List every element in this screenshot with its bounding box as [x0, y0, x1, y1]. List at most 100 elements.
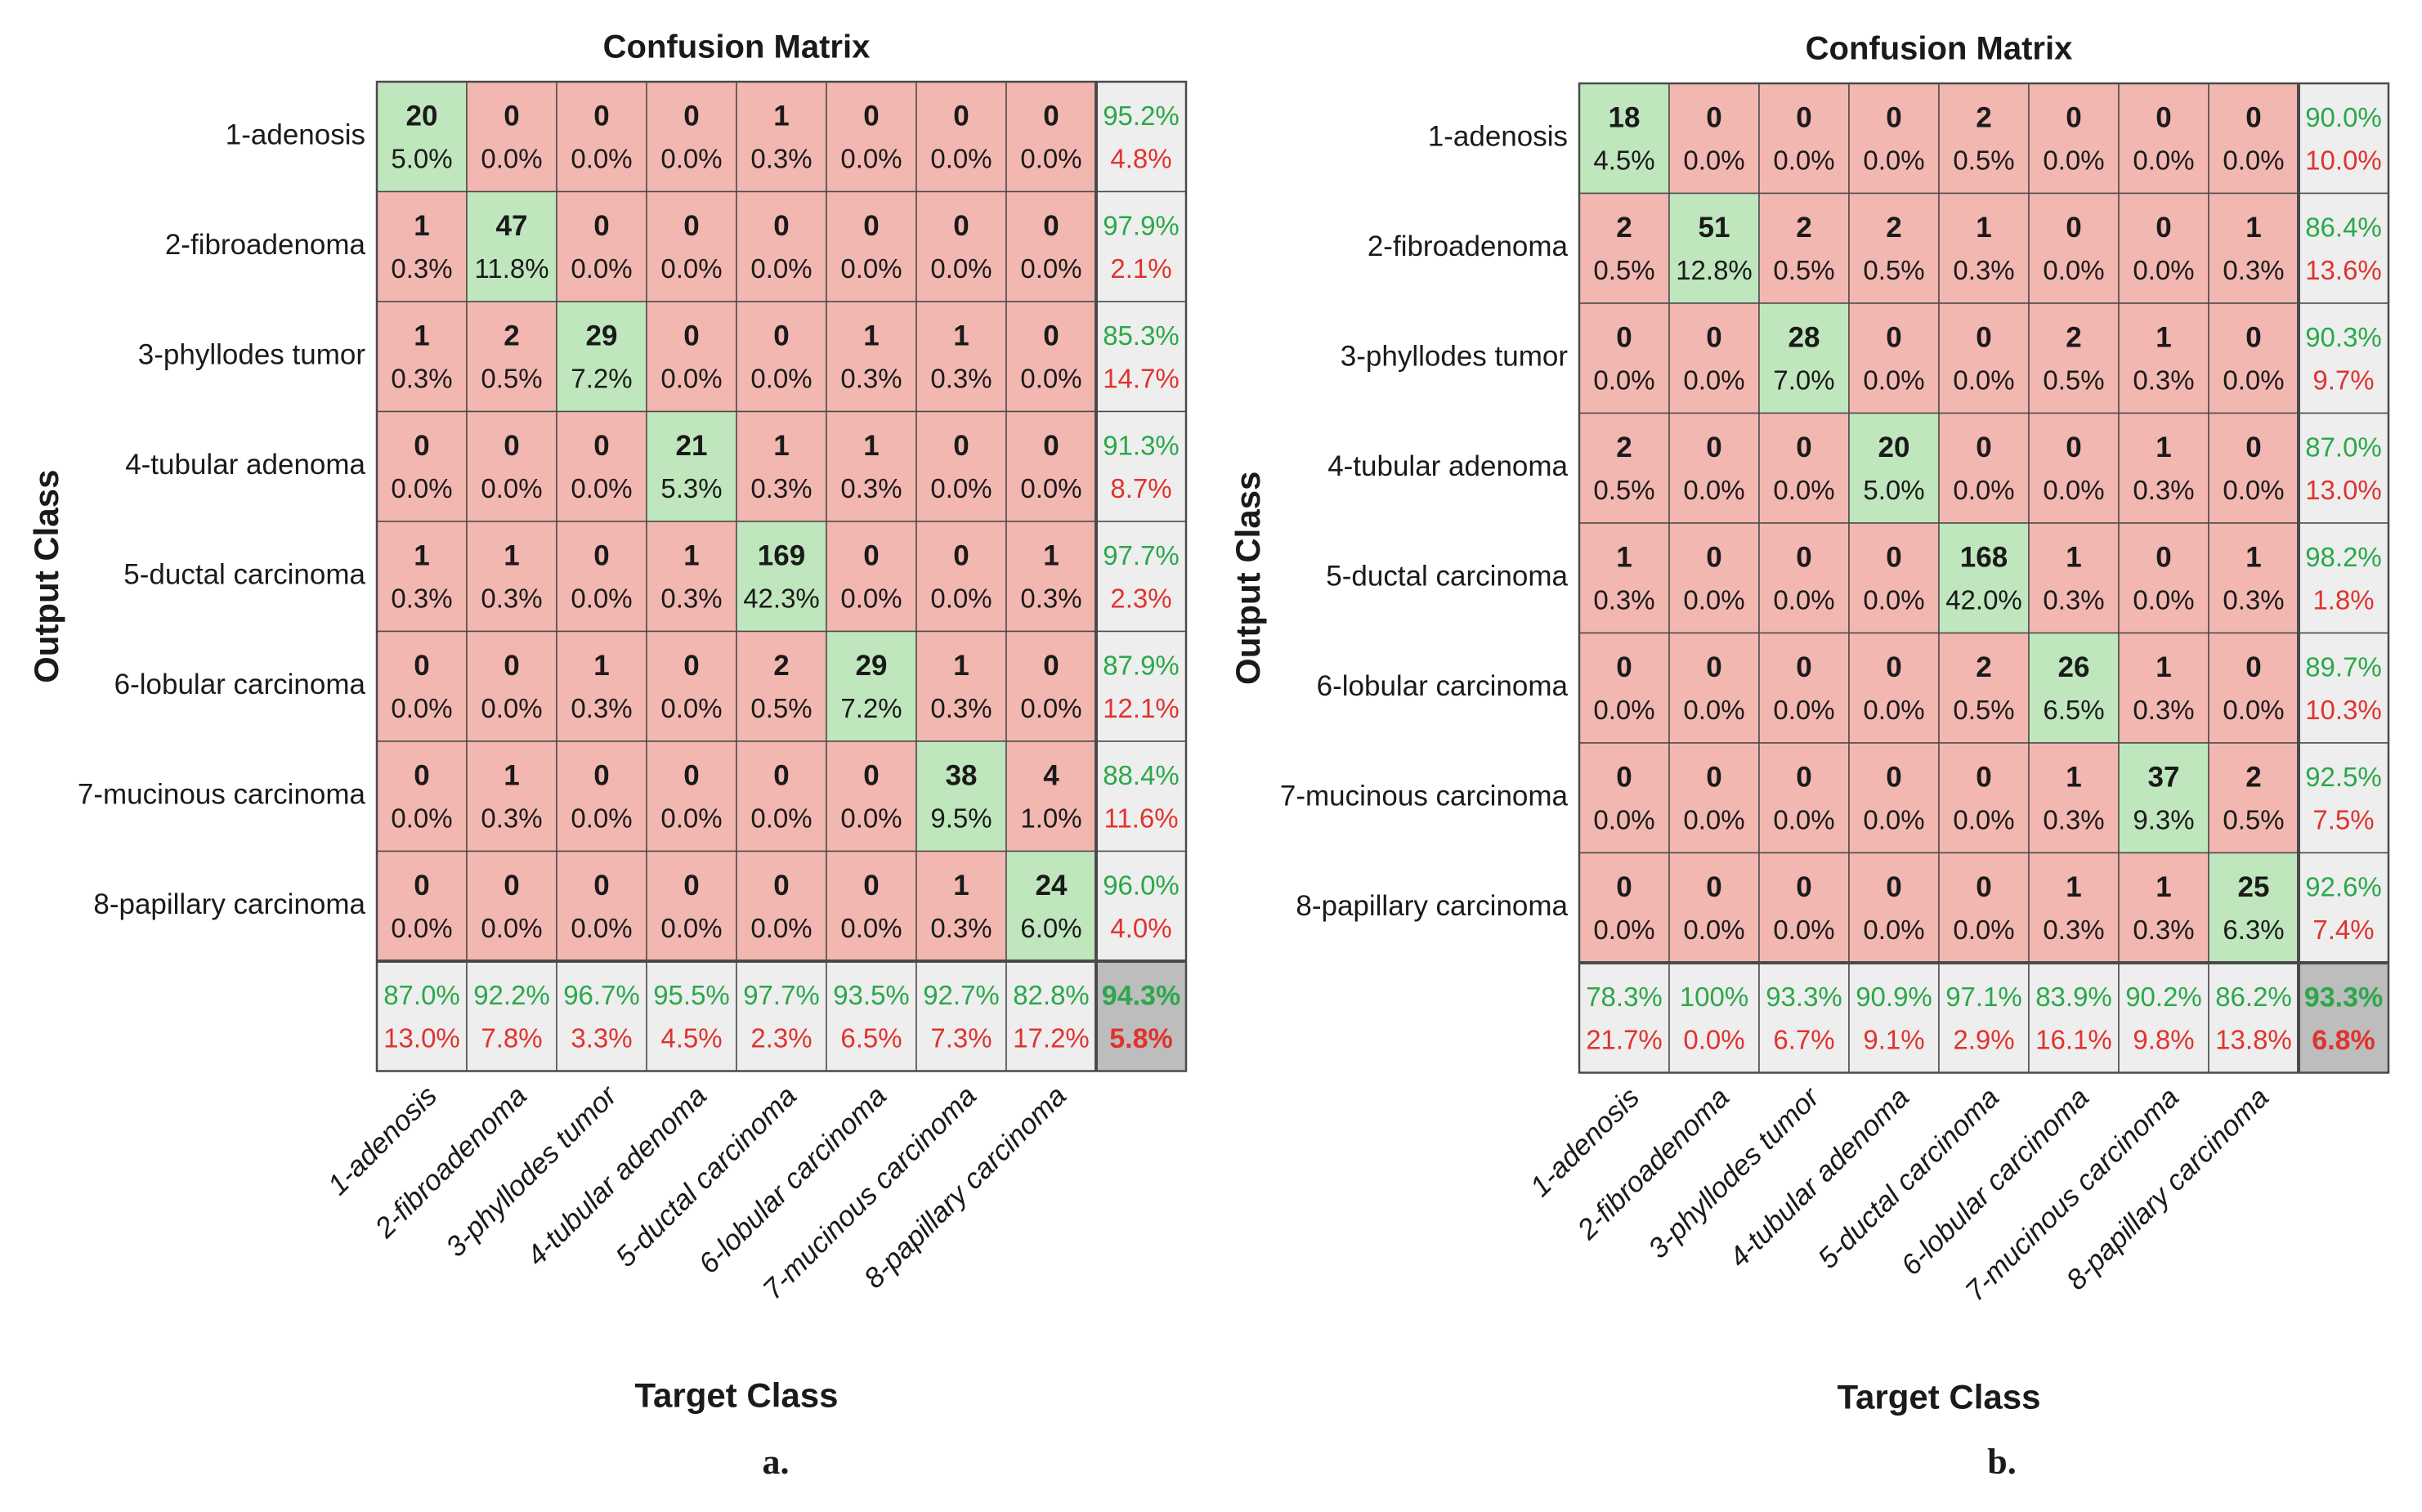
cell-count: 1 — [414, 210, 429, 242]
cell-percent: 0.0% — [840, 913, 902, 943]
column-error: 17.2% — [1013, 1023, 1090, 1053]
cell-count: 0 — [1886, 651, 1901, 683]
matrix-cell — [2118, 412, 2209, 524]
cell-count: 0 — [2066, 102, 2081, 134]
matrix-cell — [2118, 742, 2209, 854]
row-precision: 90.0% — [2305, 102, 2382, 132]
column-summary-cell — [1005, 960, 1097, 1072]
column-error: 2.9% — [1953, 1025, 2014, 1055]
cell-count: 4 — [1043, 760, 1059, 792]
row-summary-cell — [1095, 521, 1187, 633]
row-error: 4.8% — [1110, 144, 1171, 174]
cell-percent: 0.0% — [1593, 695, 1654, 725]
column-recall: 86.2% — [2215, 982, 2292, 1012]
matrix-cell — [916, 410, 1007, 522]
matrix-cell — [1938, 302, 2030, 414]
cell-percent: 0.0% — [1863, 915, 1924, 945]
cell-count: 1 — [863, 320, 879, 352]
column-summary-cell — [916, 960, 1007, 1072]
cell-percent: 0.0% — [1773, 915, 1834, 945]
cell-percent: 0.0% — [930, 473, 992, 503]
matrix-cell — [736, 740, 827, 852]
column-recall: 87.0% — [383, 980, 460, 1010]
cell-percent: 0.3% — [750, 144, 812, 174]
matrix-cell — [1578, 522, 1670, 634]
cell-count: 0 — [953, 430, 969, 462]
column-recall: 92.7% — [923, 980, 1000, 1010]
matrix-cell — [376, 81, 468, 193]
cell-percent: 0.0% — [1863, 695, 1924, 725]
matrix-cell — [2118, 632, 2209, 744]
cell-percent: 0.0% — [840, 803, 902, 834]
cell-count: 0 — [1796, 651, 1811, 683]
cell-count: 0 — [863, 870, 879, 901]
cell-count: 0 — [683, 101, 699, 132]
row-summary-cell — [2298, 83, 2389, 195]
cell-count: 0 — [593, 430, 609, 462]
matrix-cell — [826, 190, 917, 302]
cell-percent: 0.3% — [840, 364, 902, 394]
cell-percent: 0.0% — [750, 364, 812, 394]
cell-count: 1 — [2066, 871, 2081, 903]
cell-percent: 0.0% — [1773, 695, 1834, 725]
cell-count: 0 — [1886, 322, 1901, 354]
matrix-cell — [1848, 742, 1940, 854]
cell-count: 0 — [773, 210, 789, 242]
cell-count: 1 — [953, 650, 969, 682]
column-summary-cell — [376, 960, 468, 1072]
cell-percent: 0.5% — [1953, 145, 2014, 176]
cell-count: 0 — [1043, 650, 1059, 682]
matrix-cell — [2118, 302, 2209, 414]
row-precision: 92.6% — [2305, 872, 2382, 902]
cell-count: 0 — [1616, 651, 1632, 683]
matrix-cell — [466, 630, 557, 742]
matrix-cell — [376, 521, 468, 633]
cell-count: 25 — [2238, 871, 2270, 903]
row-error: 10.0% — [2305, 145, 2382, 176]
cell-percent: 0.0% — [1863, 145, 1924, 176]
cell-percent: 0.0% — [1593, 805, 1654, 835]
column-recall: 97.7% — [743, 980, 820, 1010]
cell-count: 51 — [1699, 212, 1730, 244]
cell-count: 0 — [953, 210, 969, 242]
column-recall: 96.7% — [563, 980, 640, 1010]
cell-percent: 0.0% — [930, 144, 992, 174]
matrix-cell — [556, 301, 647, 413]
cell-percent: 0.0% — [1773, 145, 1834, 176]
matrix-cell — [916, 521, 1007, 633]
matrix-cell — [826, 410, 917, 522]
cell-percent: 0.0% — [750, 253, 812, 284]
matrix-cell — [646, 521, 737, 633]
cell-count: 0 — [1796, 432, 1811, 463]
cell-count: 0 — [2156, 102, 2171, 134]
cell-count: 0 — [2245, 322, 2261, 354]
cell-percent: 0.5% — [481, 364, 542, 394]
cell-count: 0 — [414, 760, 429, 792]
overall-accuracy: 93.3% — [2304, 982, 2383, 1013]
matrix-cell — [1938, 192, 2030, 304]
cell-count: 1 — [1976, 212, 1991, 244]
matrix-cell — [916, 850, 1007, 962]
matrix-cell — [2028, 632, 2120, 744]
cell-percent: 0.3% — [1020, 584, 1081, 614]
cell-percent: 0.0% — [2133, 585, 2194, 615]
cell-percent: 0.0% — [1593, 915, 1654, 945]
cell-count: 0 — [683, 650, 699, 682]
matrix-cell — [466, 81, 557, 193]
cell-percent: 7.0% — [1773, 365, 1834, 396]
matrix-cell — [1668, 412, 1760, 524]
cell-count: 1 — [953, 870, 969, 901]
column-error: 0.0% — [1683, 1025, 1744, 1055]
cell-count: 1 — [2156, 871, 2171, 903]
cell-count: 1 — [414, 320, 429, 352]
cell-count: 0 — [593, 760, 609, 792]
matrix-cell — [1758, 83, 1850, 195]
cell-percent: 0.5% — [1863, 255, 1924, 285]
cell-percent: 11.8% — [474, 253, 548, 284]
row-precision: 86.4% — [2305, 212, 2382, 243]
cell-count: 1 — [1616, 542, 1632, 574]
matrix-cell — [2028, 742, 2120, 854]
overall-accuracy-cell — [2298, 962, 2389, 1074]
cell-percent: 0.0% — [391, 803, 452, 834]
matrix-cell — [1005, 410, 1097, 522]
